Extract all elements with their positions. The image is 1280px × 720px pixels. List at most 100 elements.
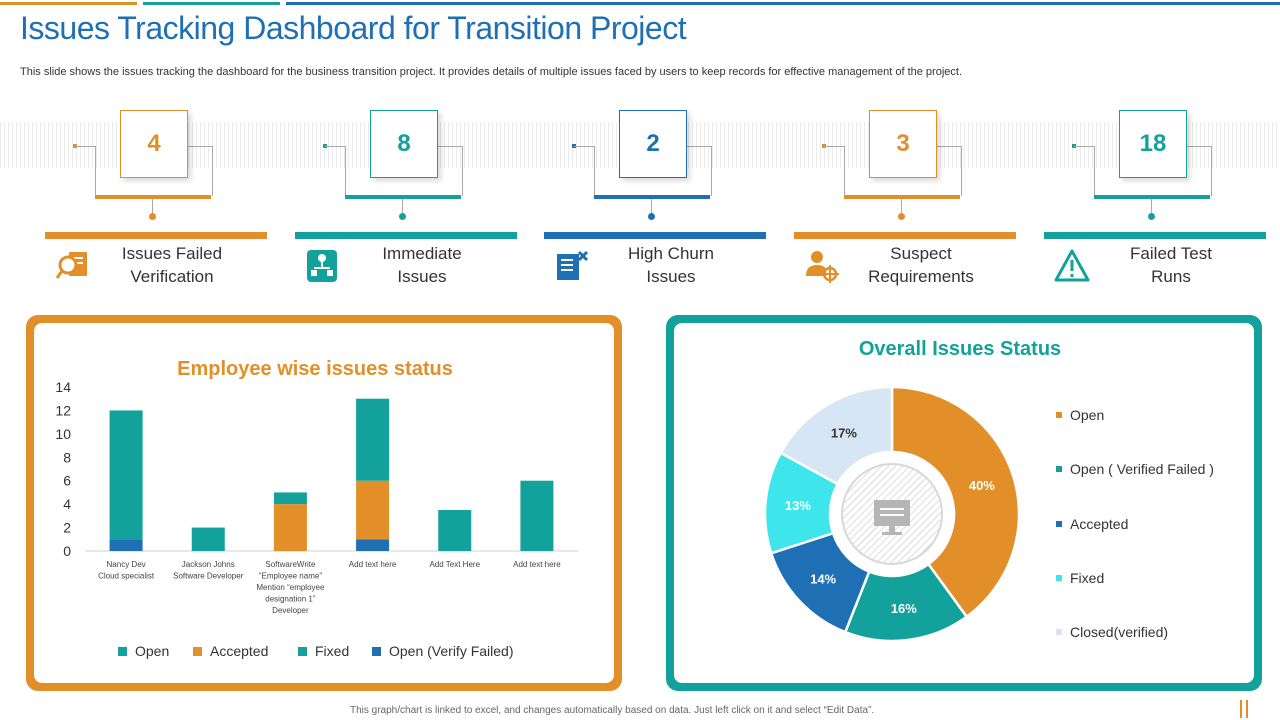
slice-label: 13% — [785, 498, 811, 513]
legend-label: Accepted — [1070, 516, 1129, 532]
kpi-connector-right — [188, 146, 213, 147]
kpi-connector-left — [325, 146, 345, 147]
legend-label: Open — [1070, 407, 1105, 423]
kpi-stand — [844, 195, 960, 199]
kpi-label: Issues Failed Verification — [93, 242, 251, 288]
kpi-pin — [898, 213, 905, 220]
kpi-color-bar — [45, 232, 267, 239]
top-accent-blue — [286, 2, 1280, 5]
bar-legend-item: Fixed — [298, 643, 349, 659]
kpi-label: High Churn Issues — [592, 242, 750, 288]
donut-legend-item: Fixed — [1056, 570, 1104, 586]
page-title: Issues Tracking Dashboard for Transition… — [20, 10, 687, 46]
kpi-bracket — [1094, 146, 1212, 196]
corner-mark-1 — [1240, 700, 1242, 718]
kpi-bracket — [95, 146, 213, 196]
bar-segment — [356, 398, 390, 481]
page-subtitle: This slide shows the issues tracking the… — [20, 66, 963, 78]
legend-label: Open ( Verified Failed ) — [1070, 461, 1214, 477]
legend-swatch — [298, 646, 307, 656]
document-cross-icon — [554, 248, 590, 284]
donut-slice — [890, 385, 1021, 619]
kpi-label-line1: Failed Test — [1130, 244, 1212, 263]
bar-segment — [438, 510, 472, 551]
slice-label: 16% — [891, 601, 917, 616]
bar-segment — [356, 480, 390, 540]
kpi-color-bar — [794, 232, 1016, 239]
kpi-connector-left — [824, 146, 844, 147]
bar-segment — [273, 492, 307, 505]
bar-legend-item: Open — [118, 643, 169, 659]
y-tick-label: 6 — [63, 473, 71, 489]
donut-chart-title: Overall Issues Status — [858, 338, 1062, 360]
kpi-value-box: 3 — [869, 110, 937, 178]
footer-note: This graph/chart is linked to excel, and… — [350, 705, 875, 716]
x-tick-label: Software Developer — [173, 572, 244, 581]
legend-label: Closed(verified) — [1070, 624, 1169, 640]
kpi-label: Immediate Issues — [343, 242, 501, 288]
kpi-label-line1: Immediate — [382, 244, 462, 263]
donut-legend-item: Open ( Verified Failed ) — [1056, 461, 1214, 477]
legend-swatch — [372, 646, 381, 656]
kpi-label-line2: Runs — [1151, 267, 1191, 286]
kpi-color-bar — [1044, 232, 1266, 239]
kpi-connector-left — [574, 146, 594, 147]
x-tick-label: Add text here — [349, 560, 397, 569]
x-tick-label: SoftwareWrite — [265, 560, 316, 569]
legend-label: Accepted — [210, 643, 269, 659]
kpi-pin — [399, 213, 406, 220]
kpi-stand — [95, 195, 211, 199]
kpi-card: 3 Suspect Requirements — [794, 110, 1016, 300]
user-target-icon — [804, 248, 840, 284]
y-tick-label: 10 — [55, 426, 71, 442]
kpi-connector-right — [937, 146, 962, 147]
kpi-color-bar — [295, 232, 517, 239]
donut-legend-item: Accepted — [1056, 516, 1128, 532]
slice-label: 40% — [969, 478, 995, 493]
kpi-value-box: 18 — [1119, 110, 1187, 178]
monitor-icon — [874, 500, 910, 535]
kpi-value-box: 2 — [619, 110, 687, 178]
kpi-label-line1: High Churn — [628, 244, 714, 263]
kpi-card: 2 High Churn Issues — [544, 110, 766, 300]
kpi-pin — [149, 213, 156, 220]
bar-chart-title: Employee wise issues status — [177, 358, 453, 380]
kpi-label: Failed Test Runs — [1092, 242, 1250, 288]
bar-segment — [109, 410, 143, 540]
legend-label: Fixed — [315, 643, 350, 659]
bar-segment — [109, 539, 143, 551]
legend-swatch — [1056, 521, 1062, 527]
magnifier-document-icon — [55, 248, 91, 284]
kpi-value-box: 4 — [120, 110, 188, 178]
slice-label: 17% — [831, 426, 857, 441]
kpi-label-line1: Issues Failed — [121, 244, 223, 263]
y-tick-label: 2 — [63, 520, 71, 536]
kpi-card: 18 Failed Test Runs — [1044, 110, 1266, 300]
top-accent-teal — [143, 2, 280, 5]
kpi-bracket — [844, 146, 962, 196]
kpi-label-line2: Requirements — [868, 267, 974, 286]
bar-legend-item: Open (Verify Failed) — [372, 643, 514, 659]
legend-swatch — [1056, 466, 1062, 472]
kpi-stem — [1151, 199, 1152, 213]
kpi-bracket — [345, 146, 463, 196]
top-accent-orange — [0, 2, 137, 5]
kpi-connector-right — [438, 146, 463, 147]
kpi-connector-right — [687, 146, 712, 147]
legend-label: Open — [135, 643, 170, 659]
kpi-card: 8 Immediate Issues — [295, 110, 517, 300]
kpi-color-bar — [544, 232, 766, 239]
network-tree-icon — [305, 248, 341, 284]
bar-segment — [520, 480, 554, 551]
legend-label: Open (Verify Failed) — [389, 643, 514, 659]
overall-status-donut: 40% 16% 14% 13% 17% — [763, 385, 1021, 643]
kpi-label-line2: Issues — [397, 267, 447, 286]
x-tick-label: Nancy Dev — [107, 560, 146, 569]
y-tick-label: 4 — [63, 496, 71, 512]
donut-slice — [779, 385, 894, 486]
y-tick-label: 8 — [63, 449, 71, 465]
x-tick-label: Add Text Here — [429, 560, 480, 569]
kpi-pin — [1148, 213, 1155, 220]
x-tick-label: designation 1” — [265, 595, 316, 604]
bar-segment — [356, 539, 390, 551]
